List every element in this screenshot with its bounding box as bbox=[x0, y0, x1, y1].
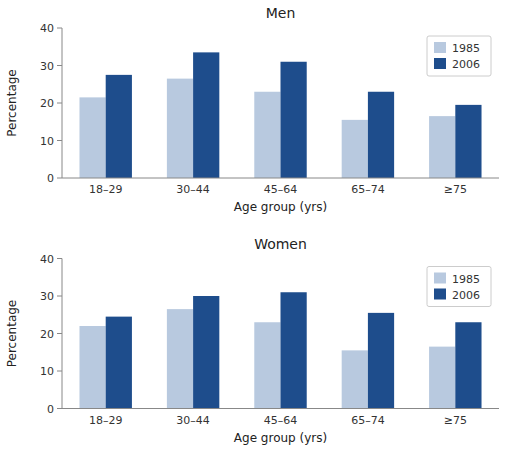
tick-label: 18–29 bbox=[89, 414, 123, 427]
tick bbox=[57, 371, 62, 372]
tick-label: 20 bbox=[40, 97, 54, 110]
legend: 1985 2006 bbox=[427, 36, 491, 76]
tick-label: 45–64 bbox=[264, 414, 298, 427]
bar bbox=[342, 350, 368, 408]
bar bbox=[167, 79, 193, 178]
bars bbox=[79, 292, 481, 408]
axis-label: Age group (yrs) bbox=[234, 200, 327, 214]
panel: Men 0 10 20 30 40 18–29 30–44 45–64 65–74 ≥75 Age g… bbox=[5, 5, 499, 214]
legend-swatch bbox=[434, 58, 446, 69]
bar bbox=[429, 116, 455, 178]
legend-label: 2006 bbox=[452, 289, 480, 302]
bar bbox=[167, 309, 193, 408]
axis-label: Percentage bbox=[5, 300, 19, 368]
bar bbox=[106, 317, 132, 409]
title: Women bbox=[254, 236, 307, 252]
bar bbox=[79, 326, 105, 409]
x-axis bbox=[62, 178, 499, 179]
tick-label: 40 bbox=[40, 22, 54, 35]
legend-label: 1985 bbox=[452, 273, 480, 286]
bar bbox=[106, 75, 132, 178]
bar bbox=[455, 322, 481, 408]
tick-label: 45–64 bbox=[264, 183, 298, 196]
title: Men bbox=[266, 5, 296, 21]
tick-label: ≥75 bbox=[444, 414, 467, 427]
tick bbox=[57, 178, 62, 179]
axis-label: Percentage bbox=[5, 69, 19, 137]
tick-label: 30 bbox=[40, 290, 54, 303]
tick bbox=[57, 140, 62, 141]
legend-label: 1985 bbox=[452, 42, 480, 55]
tick bbox=[57, 296, 62, 297]
bar bbox=[429, 347, 455, 409]
tick bbox=[57, 28, 62, 29]
panel: Women 0 10 20 30 40 18–29 30–44 45–64 65–74 ≥75 Age… bbox=[5, 236, 499, 445]
legend: 1985 2006 bbox=[427, 267, 491, 307]
tick-label: 10 bbox=[40, 135, 54, 148]
bar bbox=[254, 92, 280, 178]
tick-label: 10 bbox=[40, 365, 54, 378]
y-axis bbox=[62, 28, 63, 178]
axis-label: Age group (yrs) bbox=[234, 431, 327, 445]
legend-frame bbox=[427, 36, 491, 76]
x-axis bbox=[62, 408, 499, 409]
y-axis bbox=[62, 259, 63, 409]
tick-label: 30–44 bbox=[176, 414, 210, 427]
legend-swatch bbox=[434, 273, 446, 284]
bars bbox=[79, 52, 481, 178]
bar bbox=[368, 92, 394, 178]
bar bbox=[342, 120, 368, 178]
bar bbox=[193, 52, 219, 178]
tick-label: 0 bbox=[47, 172, 54, 185]
tick bbox=[57, 103, 62, 104]
tick bbox=[57, 408, 62, 409]
bar bbox=[193, 296, 219, 409]
bar bbox=[368, 313, 394, 409]
tick bbox=[57, 333, 62, 334]
bar bbox=[79, 97, 105, 178]
tick bbox=[57, 65, 62, 66]
tick-label: 20 bbox=[40, 328, 54, 341]
background bbox=[0, 0, 511, 461]
tick-label: 18–29 bbox=[89, 183, 123, 196]
bar bbox=[281, 62, 307, 178]
bar bbox=[254, 322, 280, 408]
tick bbox=[57, 258, 62, 259]
tick-label: 30–44 bbox=[176, 183, 210, 196]
tick-label: 0 bbox=[47, 403, 54, 416]
tick-label: 65–74 bbox=[351, 183, 385, 196]
tick-label: ≥75 bbox=[444, 183, 467, 196]
tick-label: 40 bbox=[40, 253, 54, 266]
legend-frame bbox=[427, 267, 491, 307]
legend-swatch bbox=[434, 289, 446, 300]
tick-label: 30 bbox=[40, 60, 54, 73]
bar bbox=[281, 292, 307, 408]
chart: Men 0 10 20 30 40 18–29 30–44 45–64 65–74 ≥75 Age g… bbox=[0, 0, 511, 461]
legend-swatch bbox=[434, 42, 446, 53]
bar bbox=[455, 105, 481, 178]
tick-label: 65–74 bbox=[351, 414, 385, 427]
legend-label: 2006 bbox=[452, 58, 480, 71]
